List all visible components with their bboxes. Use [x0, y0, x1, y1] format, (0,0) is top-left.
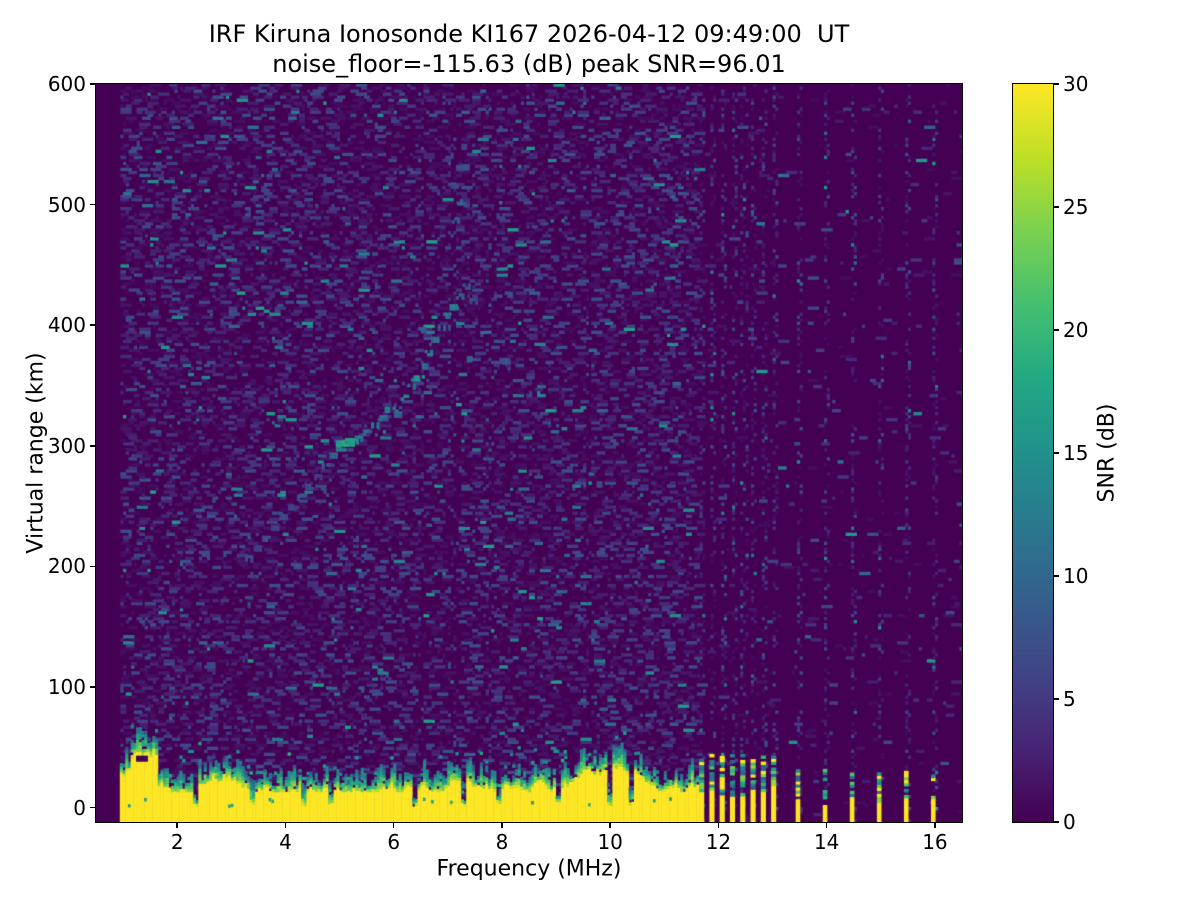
y-tick-mark [89, 203, 96, 206]
colorbar-tick-mark [1053, 698, 1059, 700]
colorbar-tick-mark [1053, 83, 1059, 85]
x-tick-mark [825, 822, 828, 828]
colorbar-tick-mark [1053, 821, 1059, 823]
y-axis-label: Virtual range (km) [23, 352, 49, 554]
x-tick-label: 2 [170, 830, 184, 854]
x-tick-label: 16 [922, 830, 948, 854]
colorbar-tick-mark [1053, 329, 1059, 331]
ionogram-heatmap-canvas [96, 84, 962, 822]
y-tick-mark [89, 445, 96, 447]
x-tick-mark [934, 822, 936, 828]
x-tick-label: 10 [597, 830, 623, 854]
x-tick-mark [176, 822, 178, 828]
x-tick-mark [609, 822, 611, 828]
colorbar-tick-label: 5 [1063, 687, 1076, 711]
x-tick-mark [392, 822, 395, 828]
x-tick-label: 8 [495, 830, 509, 854]
y-tick-label: 100 [47, 674, 86, 699]
x-tick-label: 4 [279, 830, 292, 854]
y-tick-label: 0 [73, 795, 86, 820]
colorbar-tick-label: 15 [1063, 441, 1089, 465]
y-tick-label: 200 [47, 554, 86, 579]
x-axis-label: Frequency (MHz) [436, 856, 622, 882]
colorbar-tick-label: 25 [1063, 195, 1089, 219]
x-tick-label: 6 [387, 830, 401, 854]
y-tick-label: 500 [47, 192, 86, 217]
y-tick-mark [89, 324, 96, 326]
y-tick-mark [89, 83, 96, 85]
colorbar-gradient-canvas [1013, 84, 1053, 822]
chart-title: IRF Kiruna Ionosonde KI167 2026-04-12 09… [208, 20, 850, 48]
y-tick-mark [89, 686, 96, 688]
x-tick-label: 12 [705, 830, 732, 854]
colorbar-tick-label: 0 [1063, 810, 1076, 834]
y-tick-label: 600 [47, 72, 86, 96]
colorbar-tick-label: 30 [1063, 72, 1089, 96]
colorbar-label: SNR (dB) [1094, 403, 1120, 503]
colorbar-tick-mark [1053, 206, 1059, 208]
y-tick-label: 300 [47, 433, 86, 458]
x-tick-mark [717, 822, 720, 828]
y-tick-label: 400 [47, 313, 86, 338]
x-tick-label: 14 [813, 830, 840, 854]
colorbar-tick-label: 10 [1063, 564, 1089, 588]
y-tick-mark [89, 565, 96, 568]
x-tick-mark [284, 822, 287, 828]
colorbar-tick-label: 20 [1063, 318, 1089, 342]
chart-subtitle: noise_floor=-115.63 (dB) peak SNR=96.01 [272, 50, 786, 78]
colorbar-tick-mark [1053, 452, 1059, 454]
x-tick-mark [501, 822, 503, 828]
y-tick-mark [89, 806, 96, 809]
colorbar-tick-mark [1053, 575, 1059, 577]
